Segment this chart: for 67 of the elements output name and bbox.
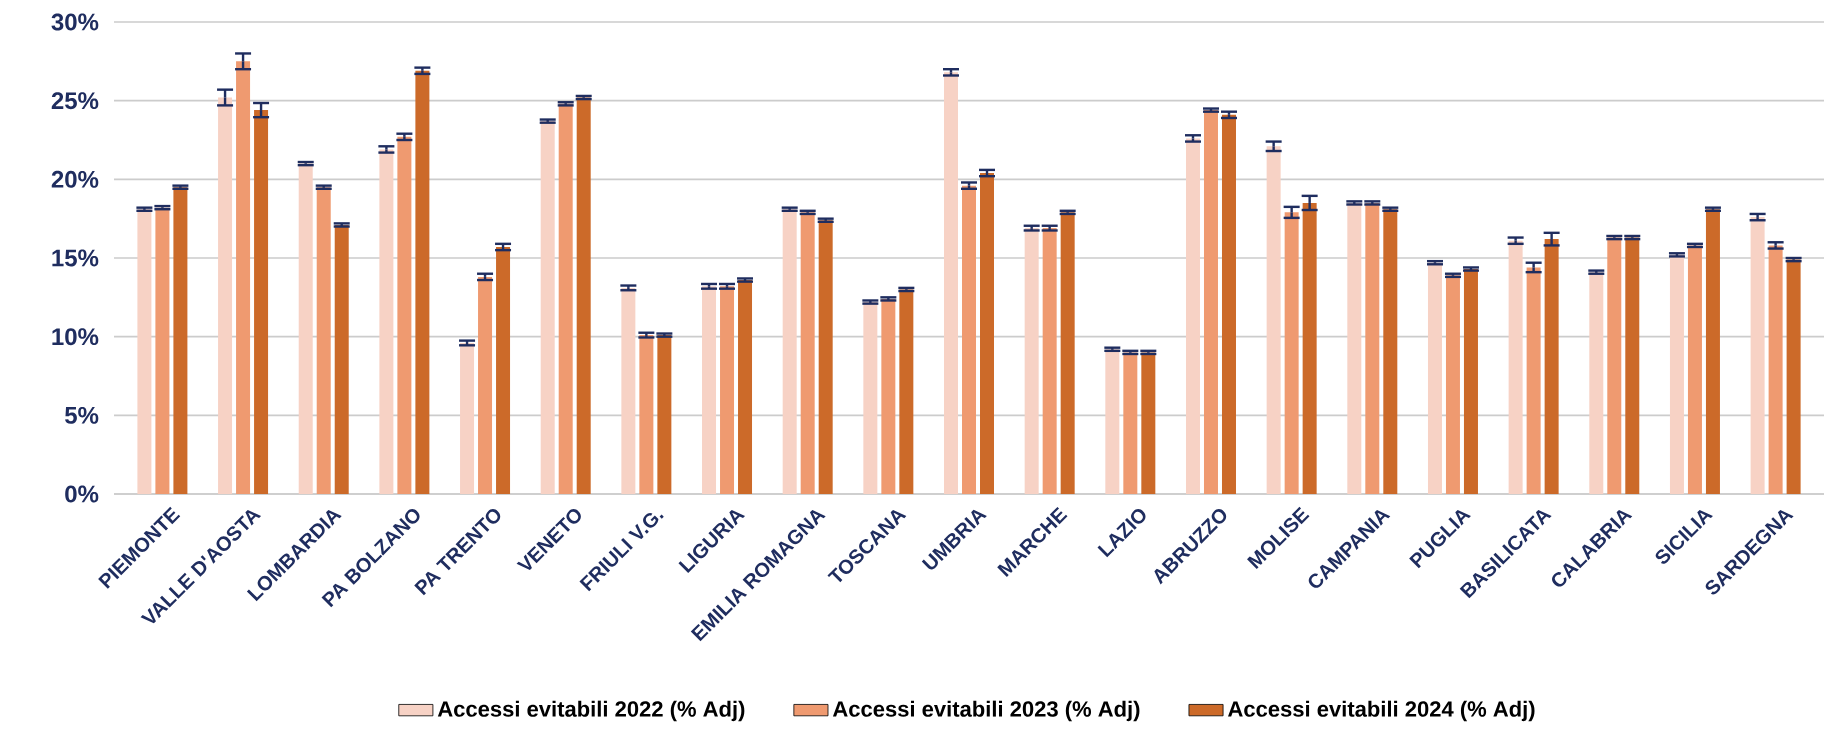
bar <box>1042 228 1057 494</box>
bar <box>1589 272 1604 494</box>
bar <box>1508 240 1523 494</box>
bar <box>1105 349 1120 494</box>
bar <box>1060 212 1075 494</box>
y-tick-label: 15% <box>52 249 99 267</box>
bar <box>657 335 672 494</box>
bar <box>379 149 394 494</box>
bar <box>1463 269 1478 494</box>
y-tick-label: 20% <box>51 170 99 188</box>
bar <box>1221 114 1236 494</box>
bar <box>1526 267 1541 494</box>
bar <box>218 97 233 494</box>
bar <box>496 246 511 494</box>
y-tick-label: 0% <box>65 485 99 503</box>
bar <box>397 136 412 494</box>
bar <box>720 286 735 494</box>
bar <box>1687 245 1702 494</box>
legend-label: Accessi evitabili 2022 (% Adj) <box>437 700 745 722</box>
legend-label: Accessi evitabili 2023 (% Adj) <box>832 700 1140 722</box>
bar <box>1445 275 1460 494</box>
bar <box>316 187 331 494</box>
bar <box>1750 217 1765 494</box>
bar <box>460 342 475 494</box>
bar <box>1427 262 1442 494</box>
bar <box>1141 352 1156 494</box>
bar <box>1625 237 1640 494</box>
bar <box>1123 352 1138 494</box>
bar <box>1705 209 1720 494</box>
y-tick-label: 30% <box>51 13 99 31</box>
bar <box>818 220 833 494</box>
bar <box>1284 212 1299 494</box>
bar <box>1768 245 1783 494</box>
bar <box>702 286 717 494</box>
bar <box>1024 228 1039 494</box>
y-tick-label: 10% <box>52 328 99 346</box>
bar <box>1544 239 1559 494</box>
bar <box>1185 138 1200 494</box>
bar <box>1607 237 1622 494</box>
bar <box>639 335 654 494</box>
legend-label: Accessi evitabili 2024 (% Adj) <box>1228 700 1535 722</box>
bar <box>738 280 753 494</box>
bar <box>254 110 269 494</box>
bar <box>621 287 636 494</box>
bar <box>173 187 188 494</box>
bar <box>962 185 977 494</box>
bar <box>1302 202 1317 494</box>
bar <box>899 289 914 494</box>
bar <box>298 163 313 494</box>
y-tick-label: 25% <box>51 92 99 110</box>
bar <box>155 207 170 494</box>
bar <box>1203 110 1218 494</box>
bar <box>415 70 430 494</box>
bar <box>540 121 555 494</box>
bar <box>944 72 959 494</box>
bar <box>980 173 994 494</box>
y-tick-label: 5% <box>65 406 99 424</box>
bar <box>1383 209 1398 494</box>
bar <box>800 212 815 494</box>
bar <box>782 209 797 494</box>
bar <box>236 61 251 494</box>
bar <box>576 97 591 494</box>
bar <box>863 302 878 494</box>
bar <box>1266 146 1281 494</box>
bar <box>1786 259 1801 494</box>
bar <box>478 276 493 494</box>
bar <box>137 209 152 494</box>
